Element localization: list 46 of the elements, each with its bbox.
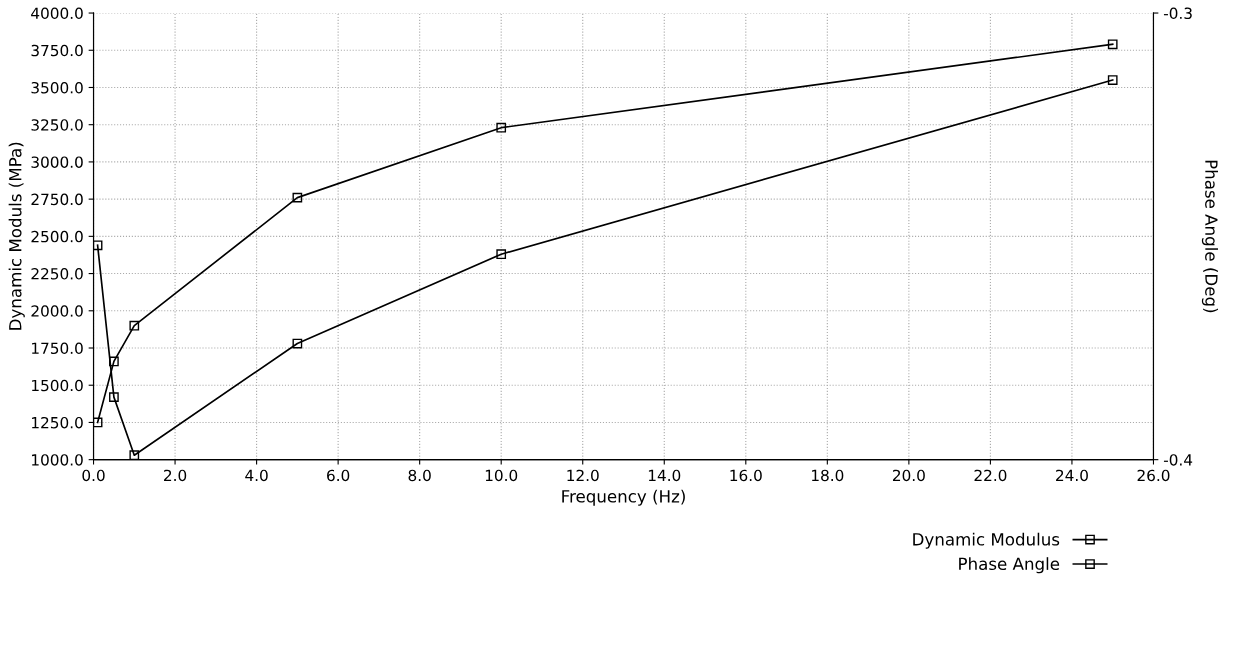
legend-label: Dynamic Modulus — [913, 532, 1060, 549]
x-tick-label: 8.0 — [408, 469, 431, 482]
x-tick-label: 18.0 — [812, 469, 844, 482]
y-axis-title: Dynamic Moduls (MPa) — [8, 142, 25, 330]
y2-tick-label: -0.3 — [1163, 7, 1192, 20]
point — [1107, 39, 1118, 50]
x-tick-label: 16.0 — [730, 469, 762, 482]
point — [129, 320, 140, 331]
y-tick-label: 2250.0 — [31, 268, 83, 280]
point — [1107, 75, 1118, 85]
y2-tick-label: -0.4 — [1163, 454, 1193, 466]
x-axis-title: Frequency (Hz) — [562, 489, 685, 506]
y-tick-label: 2000.0 — [31, 305, 83, 317]
point — [496, 122, 507, 133]
x-tick-label: 2.0 — [164, 469, 187, 482]
x-tick-label: 12.0 — [567, 469, 599, 482]
x-tick-label: 26.0 — [1137, 469, 1170, 482]
point — [496, 249, 507, 260]
y2-axis-title: Phase Angle (Deg) — [1201, 160, 1219, 313]
legend-label: Phase Angle — [959, 557, 1060, 574]
point — [292, 192, 303, 203]
point — [109, 356, 119, 367]
x-tick-label: 24.0 — [1056, 469, 1088, 482]
y-tick-label: 1500.0 — [32, 379, 83, 392]
x-tick-label: 6.0 — [327, 469, 350, 482]
point — [292, 338, 303, 349]
point — [129, 450, 140, 460]
y-tick-label: 3500.0 — [31, 81, 83, 94]
x-tick-label: 22.0 — [974, 469, 1007, 482]
x-tick-label: 10.0 — [485, 469, 518, 482]
point — [93, 417, 103, 428]
y-tick-label: 4000.0 — [31, 7, 83, 20]
y-tick-label: 3750.0 — [31, 44, 83, 57]
x-tick-label: 20.0 — [892, 469, 925, 482]
point — [93, 240, 103, 251]
x-tick-label: 14.0 — [648, 469, 681, 482]
y-tick-label: 3000.0 — [31, 156, 83, 168]
y-tick-label: 3250.0 — [31, 119, 83, 131]
x-tick-label: 0.0 — [82, 469, 105, 482]
x-tick-label: 4.0 — [245, 469, 268, 482]
y-tick-label: 1750.0 — [32, 342, 83, 355]
y-tick-label: 2750.0 — [31, 193, 83, 206]
point — [109, 392, 119, 402]
y-tick-label: 1000.0 — [32, 454, 83, 466]
y-tick-label: 2500.0 — [31, 230, 83, 243]
y-tick-label: 1250.0 — [32, 416, 83, 429]
